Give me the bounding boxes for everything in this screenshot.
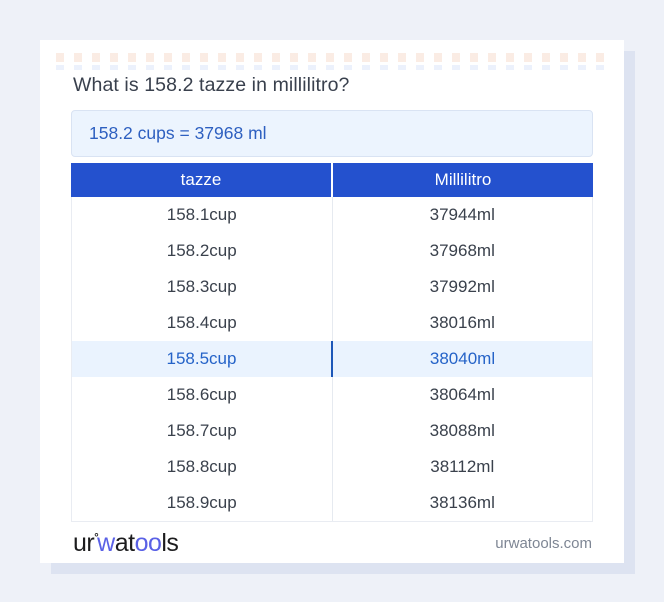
conversion-table: tazze Millilitro 158.1cup 37944ml 158.2cup… [71, 163, 593, 522]
logo-text-ur: ur [73, 528, 95, 557]
table-body: 158.1cup 37944ml 158.2cup 37968ml 158.3cup 37… [71, 197, 593, 522]
table-row[interactable]: 158.8cup 38112ml [72, 449, 592, 485]
urwatools-logo[interactable]: ur°watools [73, 528, 179, 557]
table-row[interactable]: 158.2cup 37968ml [72, 233, 592, 269]
cell-cup[interactable]: 158.4cup [72, 305, 333, 341]
table-row[interactable]: 158.7cup 38088ml [72, 413, 592, 449]
answer-box: 158.2 cups = 37968 ml [71, 110, 593, 157]
site-url: urwatools.com [495, 534, 592, 552]
table-header-tazze: tazze [71, 163, 333, 197]
cell-ml[interactable]: 37968ml [429, 241, 495, 260]
cell-cup[interactable]: 158.1cup [72, 197, 333, 233]
cell-ml[interactable]: 37944ml [429, 205, 495, 224]
logo-text-at: at [114, 528, 135, 557]
table-row[interactable]: 158.5cup 38040ml [72, 341, 592, 377]
cell-cup[interactable]: 158.7cup [72, 413, 333, 449]
watermark-pattern [56, 53, 606, 62]
cell-cup[interactable]: 158.2cup [72, 233, 333, 269]
table-header-millilitro: Millilitro [434, 170, 492, 189]
logo-text-w: w [97, 528, 115, 557]
logo-degree-mark: ° [94, 531, 99, 544]
logo-text-ls: ls [161, 528, 179, 557]
table-row[interactable]: 158.3cup 37992ml [72, 269, 592, 305]
card-footer: ur°watools urwatools.com [71, 522, 593, 564]
cell-ml[interactable]: 38064ml [429, 385, 495, 404]
logo-glasses-oo: oo [134, 528, 162, 557]
answer-text: 158.2 cups = 37968 ml [89, 123, 267, 143]
cell-ml[interactable]: 37992ml [429, 277, 495, 296]
cell-ml[interactable]: 38040ml [429, 349, 496, 368]
cell-ml[interactable]: 38136ml [429, 493, 495, 512]
cell-ml[interactable]: 38088ml [429, 421, 495, 440]
converter-card: What is 158.2 tazze in millilitro? 158.2… [40, 40, 624, 563]
cell-cup[interactable]: 158.8cup [72, 449, 333, 485]
table-row[interactable]: 158.9cup 38136ml [72, 485, 592, 521]
watermark-pattern-2 [56, 65, 606, 70]
cell-cup[interactable]: 158.3cup [72, 269, 333, 305]
cell-cup[interactable]: 158.5cup [72, 341, 333, 377]
cell-ml[interactable]: 38112ml [430, 457, 495, 476]
cell-cup[interactable]: 158.6cup [72, 377, 333, 413]
cell-cup[interactable]: 158.9cup [72, 485, 333, 521]
table-row[interactable]: 158.1cup 37944ml [72, 197, 592, 233]
page-title: What is 158.2 tazze in millilitro? [73, 74, 350, 96]
table-row[interactable]: 158.4cup 38016ml [72, 305, 592, 341]
cell-ml[interactable]: 38016ml [429, 313, 495, 332]
table-header-row: tazze Millilitro [71, 163, 593, 197]
table-row[interactable]: 158.6cup 38064ml [72, 377, 592, 413]
